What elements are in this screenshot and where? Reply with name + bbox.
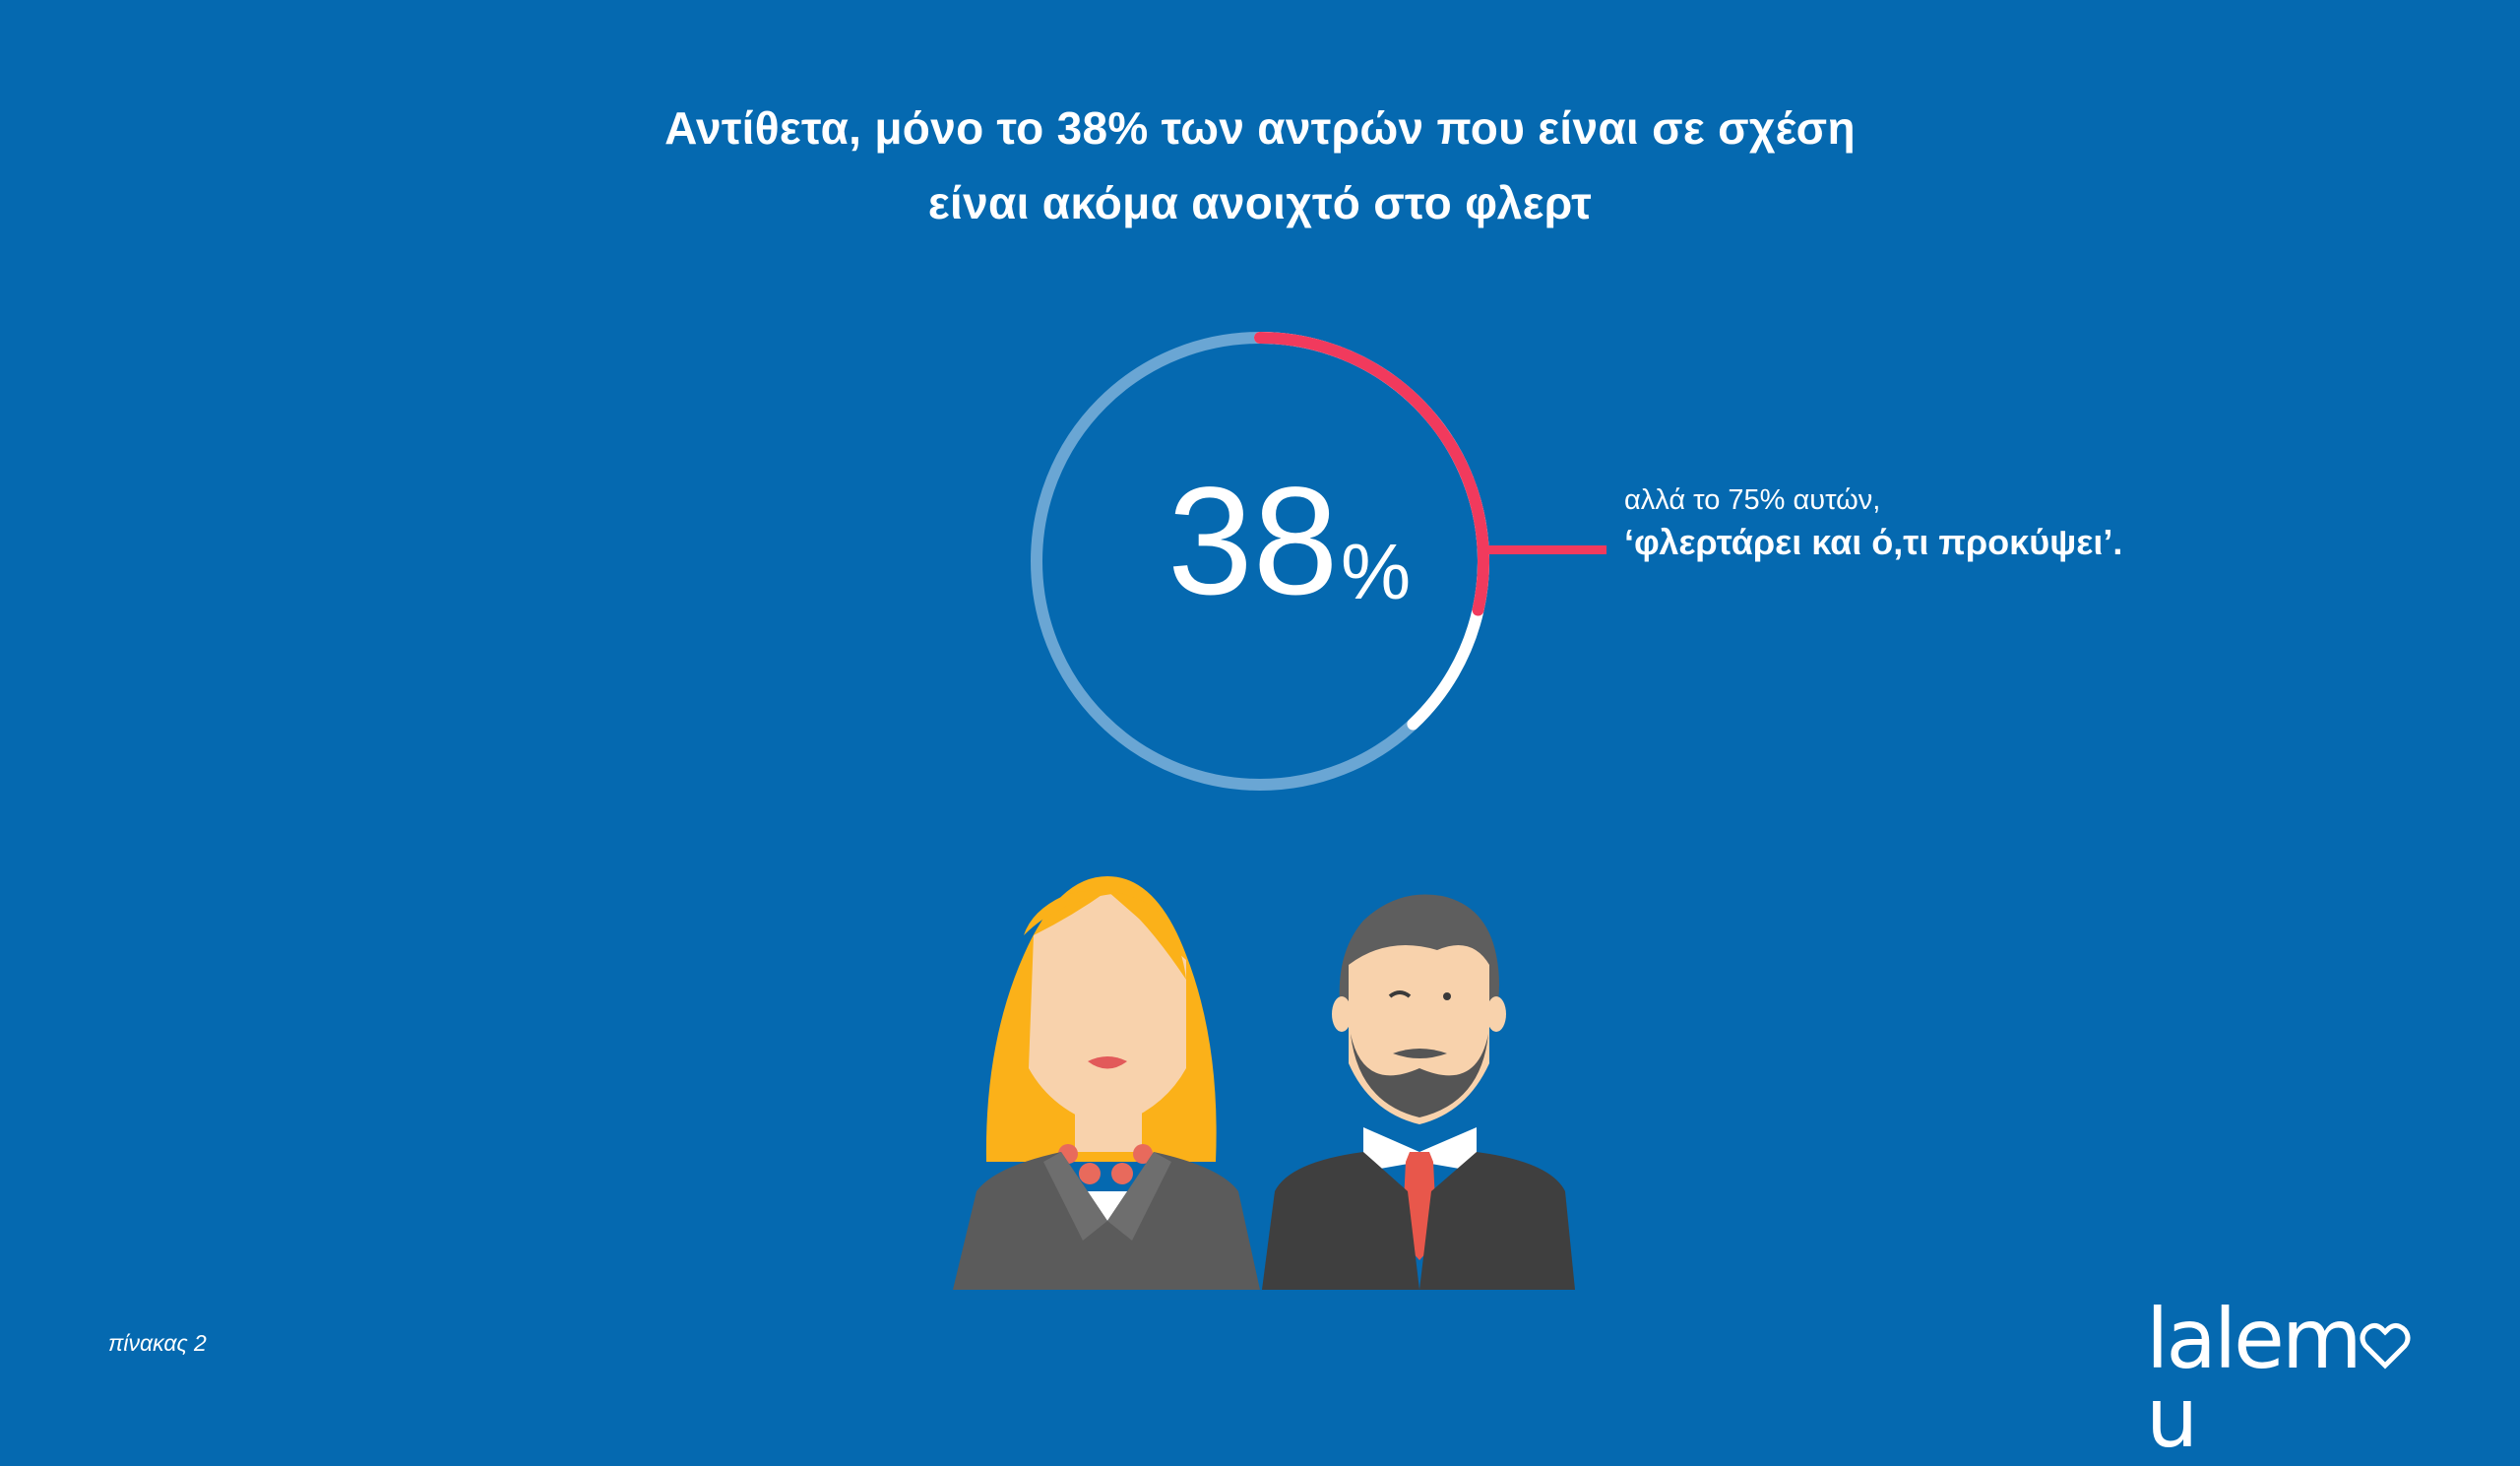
donut-segment-highlight (1254, 332, 1489, 616)
lalemou-logo: lalem u (2146, 1298, 2431, 1459)
table-number-note: πίνακας 2 (108, 1330, 207, 1356)
couple-illustration (953, 876, 1575, 1290)
big-percentage-unit: % (1341, 528, 1412, 615)
callout-main-text: ‘φλερτάρει και ό,τι προκύψει’. (1624, 522, 2123, 562)
title-line-1: Αντίθετα, μόνο το 38% των αντρών που είν… (664, 102, 1856, 154)
page-title: Αντίθετα, μόνο το 38% των αντρών που είν… (0, 91, 2520, 240)
big-percentage-value: 38 (1167, 456, 1339, 627)
heart-icon (2360, 1322, 2411, 1370)
man-figure (1262, 894, 1575, 1290)
logo-text-left: lalem (2146, 1291, 2362, 1387)
logo-text-right: u (2146, 1370, 2198, 1466)
title-line-2: είναι ακόμα ανοιχτό στο φλερτ (927, 177, 1593, 228)
callout-connector-line (1488, 545, 1606, 554)
callout-subtext: αλλά το 75% αυτών, (1624, 484, 1881, 516)
woman-figure (953, 876, 1260, 1290)
donut-chart (1031, 332, 1489, 791)
